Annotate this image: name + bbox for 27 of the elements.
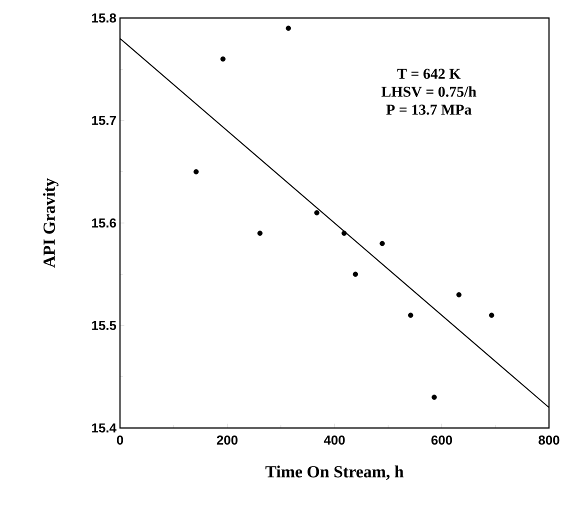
y-tick-label: 15.4	[92, 423, 116, 433]
annotation: P = 13.7 MPa	[386, 104, 472, 115]
y-tick-label: 15.5	[92, 320, 116, 330]
point	[432, 394, 437, 400]
x-tick-label: 200	[216, 436, 238, 445]
y-tick-label: 15.6	[92, 218, 116, 228]
point	[257, 230, 263, 236]
point	[489, 312, 494, 318]
y-axis-title: API Gravity	[43, 178, 58, 268]
point	[408, 312, 414, 318]
y-tick-label: 15.7	[92, 116, 116, 126]
point	[456, 292, 462, 298]
point	[286, 26, 291, 31]
point	[342, 230, 347, 236]
x-axis-title: Time On Stream, h	[265, 466, 404, 480]
x-tick-label: 400	[324, 436, 345, 445]
x-tick-label: 600	[431, 436, 452, 445]
annotation: LHSV = 0.75/h	[381, 86, 476, 97]
y-tick-label: 15.8	[92, 13, 116, 23]
point	[352, 272, 358, 277]
point	[314, 210, 320, 216]
x-tick-label: 800	[538, 436, 560, 445]
point	[220, 56, 226, 62]
annotation: T = 642 K	[397, 68, 461, 79]
x-tick-label: 0	[116, 436, 124, 445]
point	[380, 240, 385, 246]
point	[194, 169, 199, 174]
